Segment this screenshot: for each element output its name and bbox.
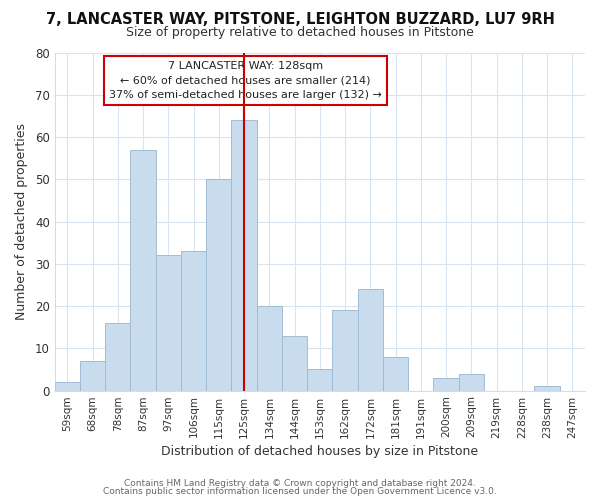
Text: 7 LANCASTER WAY: 128sqm
← 60% of detached houses are smaller (214)
37% of semi-d: 7 LANCASTER WAY: 128sqm ← 60% of detache…: [109, 61, 382, 100]
X-axis label: Distribution of detached houses by size in Pitstone: Distribution of detached houses by size …: [161, 444, 478, 458]
Bar: [332, 310, 358, 390]
Bar: [459, 374, 484, 390]
Bar: [307, 370, 332, 390]
Text: 7, LANCASTER WAY, PITSTONE, LEIGHTON BUZZARD, LU7 9RH: 7, LANCASTER WAY, PITSTONE, LEIGHTON BUZ…: [46, 12, 554, 28]
Bar: [130, 150, 155, 390]
Bar: [358, 289, 383, 390]
Bar: [535, 386, 560, 390]
Text: Contains HM Land Registry data © Crown copyright and database right 2024.: Contains HM Land Registry data © Crown c…: [124, 478, 476, 488]
Bar: [257, 306, 282, 390]
Bar: [433, 378, 459, 390]
Bar: [383, 357, 408, 390]
Bar: [105, 323, 130, 390]
Text: Size of property relative to detached houses in Pitstone: Size of property relative to detached ho…: [126, 26, 474, 39]
Bar: [155, 256, 181, 390]
Bar: [206, 180, 232, 390]
Bar: [55, 382, 80, 390]
Bar: [181, 251, 206, 390]
Bar: [80, 361, 105, 390]
Bar: [282, 336, 307, 390]
Text: Contains public sector information licensed under the Open Government Licence v3: Contains public sector information licen…: [103, 487, 497, 496]
Y-axis label: Number of detached properties: Number of detached properties: [15, 123, 28, 320]
Bar: [232, 120, 257, 390]
